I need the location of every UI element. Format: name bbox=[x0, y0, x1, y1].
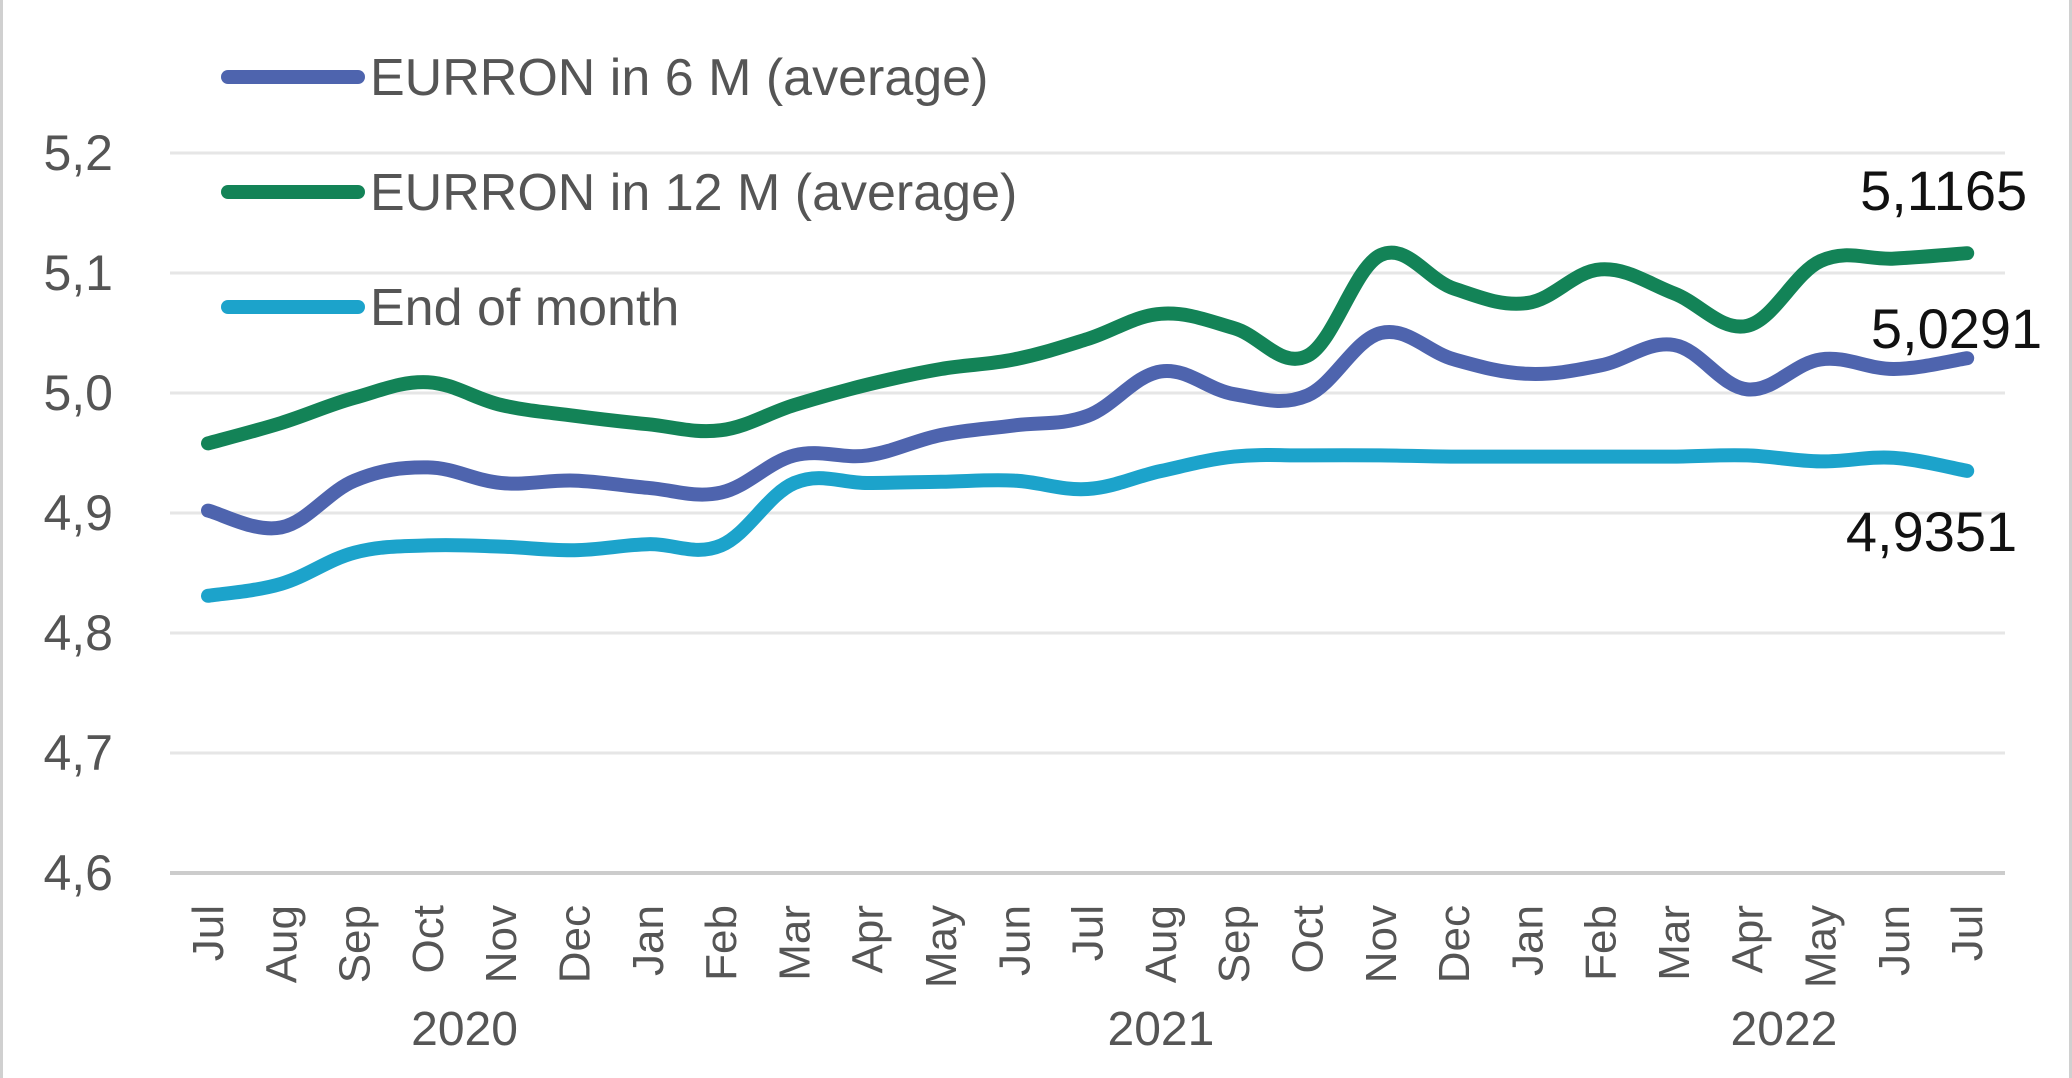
y-axis: 4,6 4,7 4,8 4,9 5,0 5,1 5,2 bbox=[43, 125, 113, 901]
series-line-2 bbox=[201, 448, 1975, 603]
x-tick-label: Oct bbox=[1284, 905, 1333, 973]
y-tick-label: 4,7 bbox=[43, 725, 113, 781]
series-lines bbox=[201, 245, 1975, 603]
x-tick-label: Aug bbox=[257, 905, 306, 983]
series-line-0 bbox=[201, 324, 1975, 536]
x-tick-label: Jun bbox=[990, 905, 1039, 976]
x-tick-label: Aug bbox=[1137, 905, 1186, 983]
year-label: 2020 bbox=[411, 1003, 518, 1056]
x-tick-label: Jan bbox=[624, 905, 673, 976]
x-tick-label: Feb bbox=[1577, 905, 1626, 981]
y-tick-label: 5,0 bbox=[43, 365, 113, 421]
end-labels: 5,0291 5,1165 4,9351 bbox=[1846, 159, 2042, 563]
x-tick-label: Sep bbox=[331, 905, 380, 983]
y-tick-label: 4,8 bbox=[43, 605, 113, 661]
x-tick-label: Jul bbox=[184, 905, 233, 961]
end-value-label: 4,9351 bbox=[1846, 500, 2017, 563]
x-tick-label: Dec bbox=[1430, 905, 1479, 983]
legend-label: EURRON in 12 M (average) bbox=[370, 164, 1017, 222]
y-tick-label: 4,9 bbox=[43, 485, 113, 541]
x-tick-label: May bbox=[917, 905, 966, 988]
end-value-label: 5,1165 bbox=[1860, 159, 2027, 222]
series-line-1 bbox=[201, 245, 1975, 451]
x-tick-label: Feb bbox=[697, 905, 746, 981]
line-chart: 4,6 4,7 4,8 4,9 5,0 5,1 5,2 Jul Aug Sep Oct Nov Dec… bbox=[43, 49, 2042, 1056]
x-tick-label: Dec bbox=[551, 905, 600, 983]
gridlines bbox=[170, 151, 2005, 875]
x-tick-label: Jul bbox=[1943, 905, 1992, 961]
end-value-label: 5,0291 bbox=[1871, 297, 2042, 360]
x-tick-label: Apr bbox=[844, 905, 893, 973]
legend-label: End of month bbox=[370, 279, 679, 337]
y-tick-label: 4,6 bbox=[43, 845, 113, 901]
x-tick-label: Jun bbox=[1870, 905, 1919, 976]
x-tick-label: Oct bbox=[404, 905, 453, 973]
x-tick-label: Mar bbox=[1650, 905, 1699, 981]
y-tick-label: 5,2 bbox=[43, 125, 113, 181]
year-label: 2021 bbox=[1108, 1003, 1215, 1056]
x-tick-label: Apr bbox=[1723, 905, 1772, 973]
legend-label: EURRON in 6 M (average) bbox=[370, 49, 988, 107]
legend: EURRON in 6 M (average) EURRON in 12 M (a… bbox=[221, 49, 1017, 337]
x-tick-label: May bbox=[1797, 905, 1846, 988]
x-tick-label: Sep bbox=[1210, 905, 1259, 983]
x-tick-label: Mar bbox=[770, 905, 819, 981]
year-label: 2022 bbox=[1731, 1003, 1838, 1056]
y-tick-label: 5,1 bbox=[43, 245, 113, 301]
x-axis: Jul Aug Sep Oct Nov Dec Jan Feb Mar Apr May Jun Jul A… bbox=[184, 905, 1992, 1056]
x-tick-label: Nov bbox=[477, 905, 526, 983]
x-tick-label: Nov bbox=[1357, 905, 1406, 983]
x-tick-label: Jul bbox=[1064, 905, 1113, 961]
x-tick-label: Jan bbox=[1503, 905, 1552, 976]
